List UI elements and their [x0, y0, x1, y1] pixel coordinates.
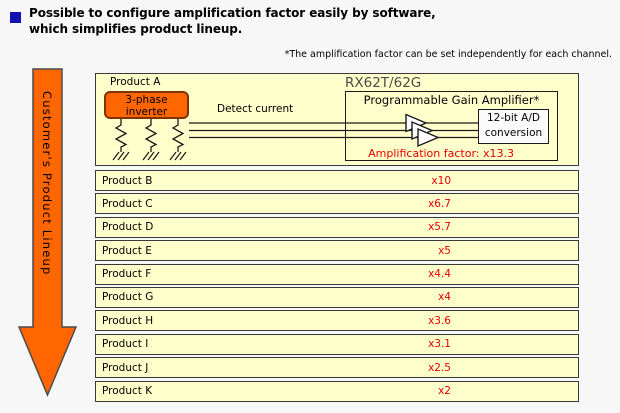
product-row: Product C x6.7: [95, 193, 579, 215]
three-phase-inverter-box: 3-phase inverter: [104, 91, 189, 119]
amplification-factor-value: x10: [431, 174, 451, 187]
amplification-factor-value: x6.7: [428, 197, 451, 210]
product-row: Product E x5: [95, 240, 579, 262]
product-row: Product D x5.7: [95, 216, 579, 238]
down-arrow-icon: [17, 68, 78, 397]
product-name-label: Product E: [102, 244, 152, 257]
pga-box: Programmable Gain Amplifier*: [345, 91, 558, 161]
amplification-factor-value: x3.6: [428, 314, 451, 327]
adc-label-line2: conversion: [484, 127, 543, 139]
product-name-label: Product I: [102, 338, 149, 351]
product-row: Product B x10: [95, 170, 579, 191]
product-name-label: Product F: [102, 268, 152, 281]
product-name-label: Product C: [102, 197, 153, 210]
adc-label-line1: 12-bit A/D: [487, 112, 540, 124]
amplifier-triangles-icon: [405, 113, 440, 148]
amplification-factor-value: x5: [438, 244, 451, 257]
arrow-label: Customer's Product Lineup: [40, 91, 54, 276]
inverter-label-line1: 3-phase: [125, 94, 168, 106]
pga-label: Programmable Gain Amplifier*: [363, 93, 540, 107]
page-title-line1: Possible to configure amplification fact…: [29, 6, 436, 20]
product-name-label: Product D: [102, 221, 154, 234]
page-title-line2: which simplifies product lineup.: [29, 21, 243, 36]
product-row: Product K x2: [95, 380, 579, 402]
shunt-resistors: [114, 118, 185, 152]
page-title: Possible to configure amplification fact…: [29, 6, 604, 37]
adc-box: 12-bit A/D conversion: [478, 109, 549, 144]
product-a-box: Product A 3-phase inverter Detect curren…: [95, 73, 579, 166]
bullet-square-icon: [10, 12, 21, 23]
product-row: Product G x4: [95, 286, 579, 308]
chip-name-label: RX62T/62G: [345, 75, 422, 91]
product-row: Product I x3.1: [95, 333, 579, 355]
amplification-factor-value: x2: [438, 385, 451, 398]
product-row: Product F x4.4: [95, 263, 579, 285]
amplification-factor-value: x2.5: [428, 361, 451, 374]
footnote: *The amplification factor can be set ind…: [284, 49, 612, 60]
amplification-factor-value: x3.1: [428, 338, 451, 351]
ground-symbols: [112, 151, 187, 161]
product-name-label: Product J: [102, 361, 149, 374]
inverter-label-line2: inverter: [125, 106, 168, 118]
product-name-label: Product G: [102, 291, 154, 304]
amplification-factor-value: x4: [438, 291, 451, 304]
product-row: Product H x3.6: [95, 310, 579, 332]
circuit-diagram: [112, 113, 480, 161]
detect-current-label: Detect current: [217, 103, 294, 115]
product-row: Product J x2.5: [95, 357, 579, 379]
product-a-label: Product A: [110, 76, 161, 88]
product-name-label: Product H: [102, 314, 154, 327]
product-name-label: Product B: [102, 174, 153, 187]
amplification-factor-value: x5.7: [428, 221, 451, 234]
product-name-label: Product K: [102, 385, 153, 398]
product-lineup-list: Product B x10 Product C x6.7 Product D x…: [95, 170, 579, 404]
amplification-factor-value: x4.4: [428, 268, 451, 281]
amplification-factor-label: Amplification factor: x13.3: [368, 147, 514, 160]
